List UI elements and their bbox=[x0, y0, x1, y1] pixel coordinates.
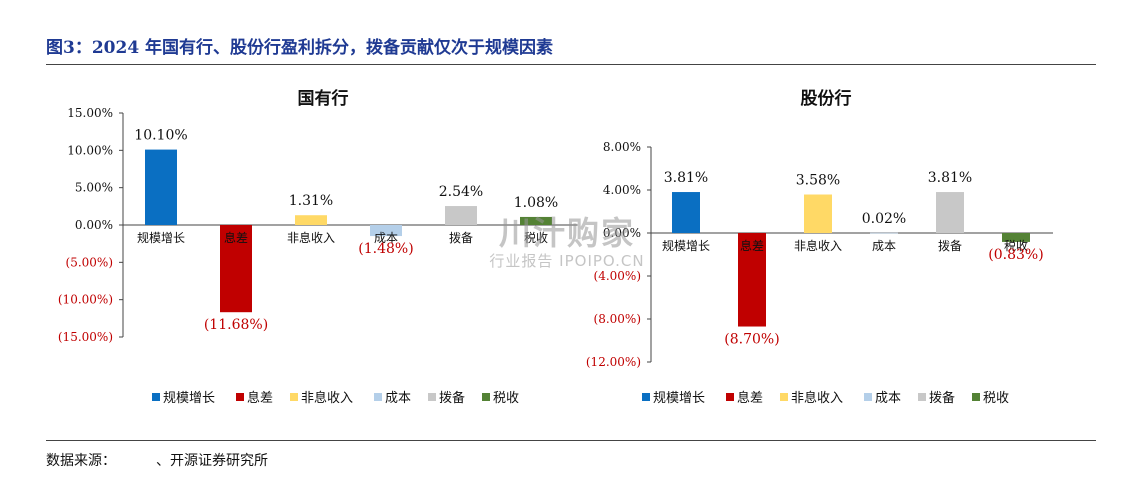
legend-label-1-5: 税收 bbox=[983, 391, 1009, 406]
category-label-0: 规模增长 bbox=[137, 230, 185, 245]
bar-0-0 bbox=[145, 149, 177, 225]
category-label-1: 息差 bbox=[740, 238, 764, 253]
y-tick-label-1: (4.00%) bbox=[594, 269, 641, 283]
bar-1-3 bbox=[870, 232, 898, 234]
category-label-1: 税收 bbox=[1004, 239, 1028, 253]
value-label-1-3: 0.02% bbox=[862, 211, 906, 227]
legend-label-0-4: 拨备 bbox=[439, 390, 465, 406]
category-label-0: 成本 bbox=[374, 231, 398, 245]
value-label-0-2: 1.31% bbox=[289, 193, 333, 209]
bar-1-0 bbox=[672, 192, 700, 233]
bar-0-5 bbox=[520, 216, 552, 225]
bar-1-1 bbox=[738, 233, 766, 327]
category-label-1: 成本 bbox=[872, 239, 896, 253]
value-label-0-4: 2.54% bbox=[439, 184, 483, 200]
legend-label-0-5: 税收 bbox=[493, 391, 519, 406]
y-tick-label-0: 5.00% bbox=[75, 181, 113, 195]
bar-0-2 bbox=[295, 215, 327, 225]
figure-title: 图3：2024 年国有行、股份行盈利拆分，拨备贡献仅次于规模因素 bbox=[46, 38, 554, 58]
y-tick-label-0: (10.00%) bbox=[58, 293, 113, 307]
y-tick-label-0: 0.00% bbox=[75, 218, 113, 232]
legend-swatch-1-0 bbox=[642, 393, 650, 401]
legend-label-0-1: 息差 bbox=[247, 390, 273, 406]
source-text: 、开源证券研究所 bbox=[156, 453, 268, 469]
value-label-0-1: (11.68%) bbox=[204, 317, 268, 333]
legend-swatch-0-4 bbox=[428, 393, 436, 401]
legend-swatch-1-5 bbox=[972, 393, 980, 401]
legend-label-0-3: 成本 bbox=[385, 391, 411, 406]
legend-swatch-1-2 bbox=[780, 393, 788, 401]
y-tick-label-1: (12.00%) bbox=[586, 355, 641, 369]
legend-swatch-0-5 bbox=[482, 393, 490, 401]
y-tick-label-1: 8.00% bbox=[603, 140, 641, 154]
chart-title-1: 股份行 bbox=[801, 88, 852, 109]
bar-1-2 bbox=[804, 194, 832, 233]
legend-label-1-0: 规模增长 bbox=[653, 391, 705, 406]
top-rule bbox=[46, 64, 1096, 65]
category-label-1: 拨备 bbox=[938, 239, 962, 253]
y-tick-label-1: 4.00% bbox=[603, 183, 641, 197]
legend-swatch-0-0 bbox=[152, 393, 160, 401]
legend-label-1-1: 息差 bbox=[737, 390, 763, 406]
y-tick-label-1: (8.00%) bbox=[594, 312, 641, 326]
value-label-0-3: (1.48%) bbox=[358, 241, 413, 257]
legend-swatch-1-1 bbox=[726, 393, 734, 401]
bar-0-3 bbox=[370, 225, 402, 237]
category-label-0: 息差 bbox=[224, 230, 248, 245]
legend-swatch-1-3 bbox=[864, 393, 872, 401]
legend-label-1-3: 成本 bbox=[875, 391, 901, 406]
y-tick-label-0: 15.00% bbox=[67, 106, 113, 120]
legend-swatch-0-1 bbox=[236, 393, 244, 401]
chart-title-0: 国有行 bbox=[298, 88, 349, 109]
legend-label-1-4: 拨备 bbox=[929, 390, 955, 406]
legend-swatch-1-4 bbox=[918, 393, 926, 401]
value-label-1-0: 3.81% bbox=[664, 170, 708, 186]
bar-1-4 bbox=[936, 192, 964, 233]
value-label-0-0: 10.10% bbox=[134, 128, 187, 144]
bar-0-4 bbox=[445, 206, 477, 225]
bottom-rule bbox=[46, 440, 1096, 441]
y-tick-label-0: (5.00%) bbox=[66, 255, 113, 269]
category-label-0: 拨备 bbox=[449, 231, 473, 245]
source-label: 数据来源： bbox=[46, 453, 116, 469]
source-note: 数据来源： 、开源证券研究所 bbox=[46, 450, 268, 470]
y-tick-label-1: 0.00% bbox=[603, 226, 641, 240]
category-label-0: 非息收入 bbox=[287, 230, 335, 245]
y-tick-label-0: 10.00% bbox=[67, 143, 113, 157]
value-label-1-1: (8.70%) bbox=[724, 332, 779, 348]
bar-1-5 bbox=[1002, 233, 1030, 242]
value-label-1-4: 3.81% bbox=[928, 170, 972, 186]
legend-label-0-0: 规模增长 bbox=[163, 391, 215, 406]
category-label-1: 非息收入 bbox=[794, 238, 842, 253]
y-tick-label-0: (15.00%) bbox=[58, 330, 113, 344]
legend-label-1-2: 非息收入 bbox=[791, 390, 843, 406]
legend-swatch-0-2 bbox=[290, 393, 298, 401]
category-label-1: 规模增长 bbox=[662, 238, 710, 253]
value-label-1-2: 3.58% bbox=[796, 173, 840, 189]
legend-label-0-2: 非息收入 bbox=[301, 390, 353, 406]
bar-0-1 bbox=[220, 225, 252, 313]
value-label-1-5: (0.83%) bbox=[988, 247, 1043, 263]
category-label-0: 税收 bbox=[524, 231, 548, 245]
value-label-0-5: 1.08% bbox=[514, 195, 558, 211]
legend-swatch-0-3 bbox=[374, 393, 382, 401]
